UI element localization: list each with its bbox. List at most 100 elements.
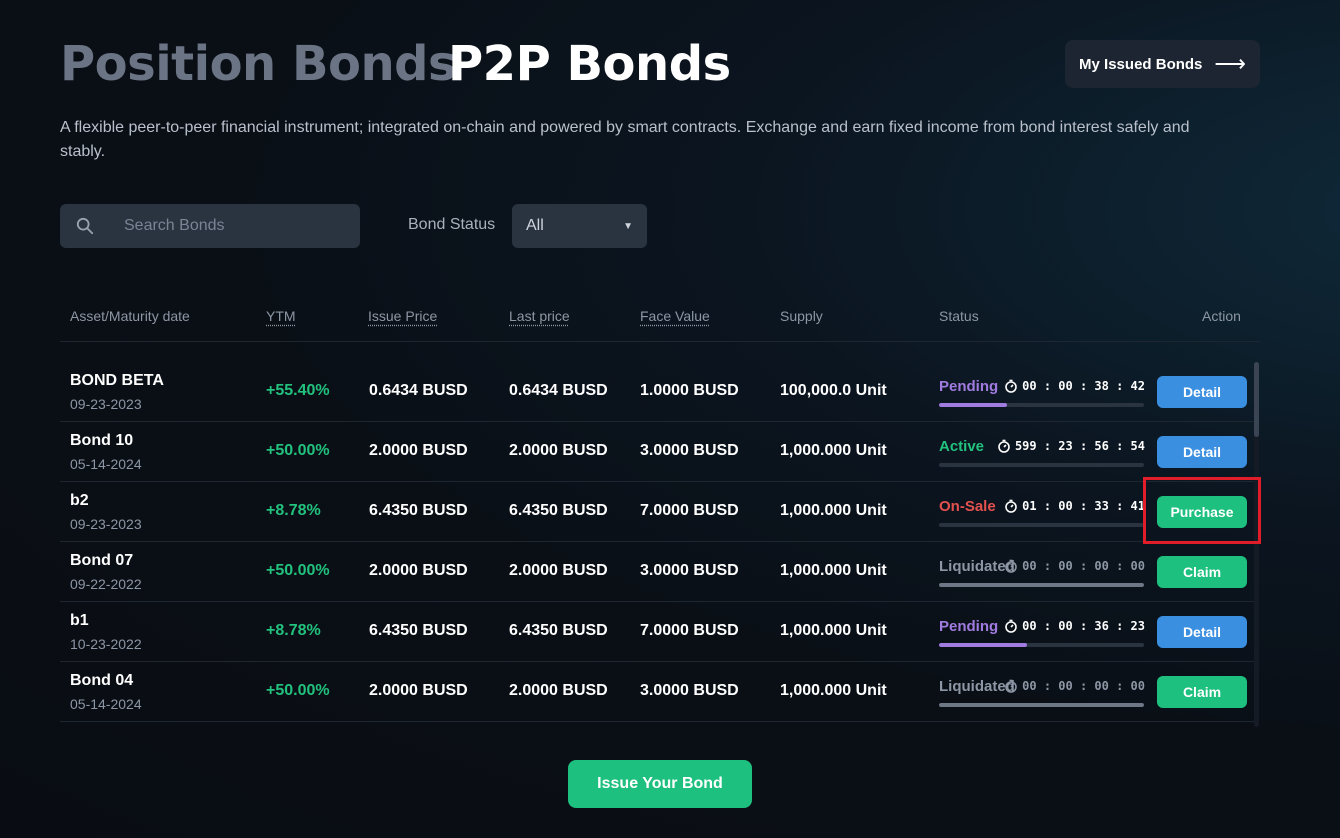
bond-maturity-date: 05-14-2024 [70, 696, 142, 712]
bond-face-value: 3.0000 BUSD [640, 682, 739, 699]
column-asset: Asset/Maturity date [70, 308, 190, 324]
page-description: A flexible peer-to-peer financial instru… [60, 119, 1190, 160]
bond-last-price: 6.4350 BUSD [509, 622, 608, 639]
table-scrollbar[interactable] [1254, 362, 1259, 727]
highlight-box [1143, 477, 1261, 544]
bond-ytm: +8.78% [266, 622, 321, 639]
bond-status: Pending [939, 618, 999, 635]
bond-supply: 100,000.0 Unit [780, 382, 887, 399]
claim-button[interactable]: Claim [1157, 676, 1247, 708]
bond-progress-fill [939, 643, 1028, 647]
bond-name: Bond 04 [70, 672, 134, 689]
bond-name: Bond 07 [70, 552, 134, 569]
table-row: BOND BETA 09-23-2023 +55.40% 0.6434 BUSD 0.6… [60, 362, 1255, 422]
bond-name: Bond 10 [70, 432, 134, 449]
scrollbar-thumb[interactable] [1254, 362, 1259, 437]
bond-ytm: +50.00% [266, 442, 330, 459]
table-header: Asset/Maturity date YTM Issue Price Last… [60, 306, 1260, 342]
bond-supply: 1,000.000 Unit [780, 502, 887, 519]
bond-face-value: 3.0000 BUSD [640, 562, 739, 579]
bond-ytm: +55.40% [266, 382, 330, 399]
bond-maturity-date: 05-14-2024 [70, 456, 142, 472]
table-row: Bond 04 05-14-2024 +50.00% 2.0000 BUSD 2.000… [60, 662, 1255, 722]
bond-timer-value: 01 : 00 : 33 : 41 [1022, 499, 1145, 513]
stopwatch-icon [1005, 619, 1017, 633]
bond-progress-fill [939, 583, 1144, 587]
issue-your-bond-button[interactable]: Issue Your Bond [568, 760, 752, 808]
bond-timer: 01 : 00 : 33 : 41 [1004, 499, 1145, 513]
tab-position-bonds[interactable]: Position Bonds [60, 36, 457, 92]
tab-p2p-bonds[interactable]: P2P Bonds [448, 36, 731, 92]
bond-face-value: 7.0000 BUSD [640, 622, 739, 639]
bond-progress-bar [939, 703, 1144, 707]
bond-supply: 1,000.000 Unit [780, 622, 887, 639]
bond-issue-price: 2.0000 BUSD [369, 442, 468, 459]
claim-button[interactable]: Claim [1157, 556, 1247, 588]
bond-timer: 00 : 00 : 36 : 23 [1004, 619, 1145, 633]
bond-last-price: 2.0000 BUSD [509, 682, 608, 699]
bond-progress-fill [939, 703, 1144, 707]
bond-name: BOND BETA [70, 372, 164, 389]
column-status: Status [939, 308, 979, 324]
bond-status: Active [939, 438, 985, 455]
table-row: Bond 10 05-14-2024 +50.00% 2.0000 BUSD 2.000… [60, 422, 1255, 482]
table-row: b2 09-23-2023 +8.78% 6.4350 BUSD 6.4350 BUSD… [60, 482, 1255, 542]
bond-progress-bar [939, 583, 1144, 587]
bond-maturity-date: 10-23-2022 [70, 636, 142, 652]
detail-button[interactable]: Detail [1157, 436, 1247, 468]
bonds-table-body: BOND BETA 09-23-2023 +55.40% 0.6434 BUSD 0.6… [60, 362, 1255, 722]
bond-face-value: 1.0000 BUSD [640, 382, 739, 399]
bond-progress-bar [939, 463, 1144, 467]
bond-status: On-Sale [939, 498, 996, 515]
bond-progress-fill [939, 403, 1007, 407]
detail-button[interactable]: Detail [1157, 616, 1247, 648]
my-issued-bonds-button[interactable]: My Issued Bonds ⟶ [1065, 40, 1260, 88]
bond-face-value: 3.0000 BUSD [640, 442, 739, 459]
bond-progress-bar [939, 523, 1144, 527]
bond-name: b1 [70, 612, 89, 629]
column-supply: Supply [780, 308, 823, 324]
bond-timer-value: 00 : 00 : 36 : 23 [1022, 619, 1145, 633]
bond-supply: 1,000.000 Unit [780, 562, 887, 579]
bond-progress-bar [939, 403, 1144, 407]
column-issue-price[interactable]: Issue Price [368, 308, 438, 324]
bond-status-value: All [526, 217, 544, 234]
bond-last-price: 2.0000 BUSD [509, 562, 608, 579]
search-input[interactable] [124, 217, 344, 235]
bond-timer: 00 : 00 : 38 : 42 [1004, 379, 1145, 393]
column-ytm[interactable]: YTM [266, 308, 296, 324]
stopwatch-icon [1005, 679, 1017, 693]
bond-supply: 1,000.000 Unit [780, 682, 887, 699]
stopwatch-icon [1005, 559, 1017, 573]
arrow-right-icon: ⟶ [1214, 51, 1246, 76]
bond-maturity-date: 09-22-2022 [70, 576, 142, 592]
search-icon [76, 217, 94, 235]
table-row: b1 10-23-2022 +8.78% 6.4350 BUSD 6.4350 BUSD… [60, 602, 1255, 662]
bond-timer: 00 : 00 : 00 : 00 [1004, 679, 1145, 693]
bond-ytm: +50.00% [266, 682, 330, 699]
detail-button[interactable]: Detail [1157, 376, 1247, 408]
bond-issue-price: 2.0000 BUSD [369, 682, 468, 699]
table-row: Bond 07 09-22-2022 +50.00% 2.0000 BUSD 2.000… [60, 542, 1255, 602]
stopwatch-icon [1005, 379, 1017, 393]
bond-timer-value: 00 : 00 : 00 : 00 [1022, 679, 1145, 693]
bond-progress-bar [939, 643, 1144, 647]
bond-status: Liquidated [939, 558, 1015, 575]
bond-issue-price: 0.6434 BUSD [369, 382, 468, 399]
bond-name: b2 [70, 492, 89, 509]
column-action: Action [1202, 308, 1241, 324]
bond-timer-value: 00 : 00 : 38 : 42 [1022, 379, 1145, 393]
search-box[interactable] [60, 204, 360, 248]
bond-timer: 599 : 23 : 56 : 54 [997, 439, 1145, 453]
bond-ytm: +50.00% [266, 562, 330, 579]
bond-ytm: +8.78% [266, 502, 321, 519]
bond-issue-price: 6.4350 BUSD [369, 502, 468, 519]
column-last-price[interactable]: Last price [509, 308, 570, 324]
stopwatch-icon [998, 439, 1010, 453]
column-face-value[interactable]: Face Value [640, 308, 710, 324]
bond-status: Liquidated [939, 678, 1015, 695]
bond-maturity-date: 09-23-2023 [70, 396, 142, 412]
bond-timer-value: 599 : 23 : 56 : 54 [1014, 439, 1145, 453]
bond-status-select[interactable]: All ▼ [512, 204, 647, 248]
purchase-button[interactable]: Purchase [1157, 496, 1247, 528]
